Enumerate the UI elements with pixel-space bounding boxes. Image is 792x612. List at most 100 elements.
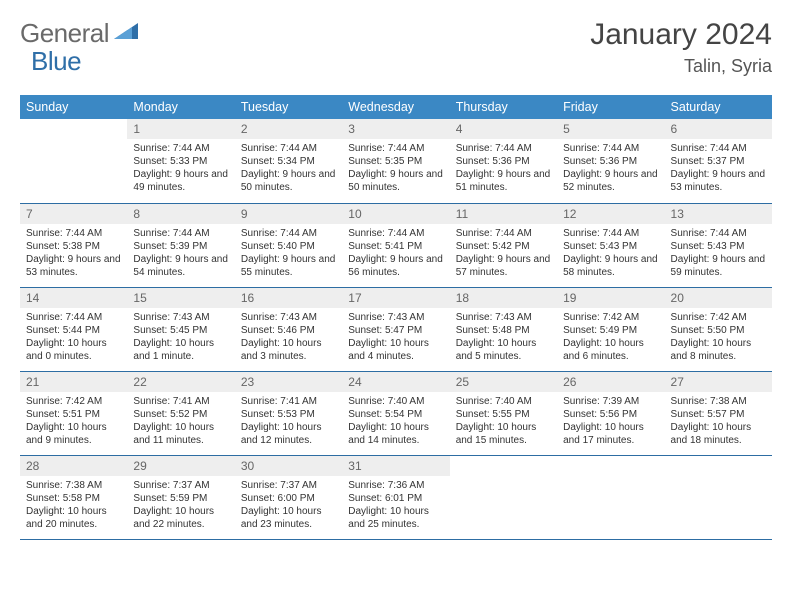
day-of-week-header: Saturday xyxy=(665,95,772,119)
day-of-week-header: Wednesday xyxy=(342,95,449,119)
calendar-week-row: 21Sunrise: 7:42 AMSunset: 5:51 PMDayligh… xyxy=(20,371,772,455)
day-of-week-header: Tuesday xyxy=(235,95,342,119)
day-number: 16 xyxy=(235,288,342,308)
logo-text-general: General xyxy=(20,18,109,49)
calendar-day-cell xyxy=(557,455,664,539)
day-content: Sunrise: 7:41 AMSunset: 5:53 PMDaylight:… xyxy=(235,392,342,451)
calendar-day-cell: 24Sunrise: 7:40 AMSunset: 5:54 PMDayligh… xyxy=(342,371,449,455)
day-number: 9 xyxy=(235,204,342,224)
day-number: 7 xyxy=(20,204,127,224)
day-content: Sunrise: 7:40 AMSunset: 5:55 PMDaylight:… xyxy=(450,392,557,451)
calendar-day-cell: 12Sunrise: 7:44 AMSunset: 5:43 PMDayligh… xyxy=(557,203,664,287)
logo: General xyxy=(20,18,141,49)
day-content: Sunrise: 7:42 AMSunset: 5:49 PMDaylight:… xyxy=(557,308,664,367)
calendar-day-cell: 19Sunrise: 7:42 AMSunset: 5:49 PMDayligh… xyxy=(557,287,664,371)
calendar-day-cell xyxy=(450,455,557,539)
calendar-day-cell: 13Sunrise: 7:44 AMSunset: 5:43 PMDayligh… xyxy=(665,203,772,287)
day-number: 15 xyxy=(127,288,234,308)
day-content: Sunrise: 7:40 AMSunset: 5:54 PMDaylight:… xyxy=(342,392,449,451)
calendar-day-cell xyxy=(665,455,772,539)
day-number: 26 xyxy=(557,372,664,392)
day-content: Sunrise: 7:41 AMSunset: 5:52 PMDaylight:… xyxy=(127,392,234,451)
day-number: 14 xyxy=(20,288,127,308)
day-content: Sunrise: 7:37 AMSunset: 6:00 PMDaylight:… xyxy=(235,476,342,535)
calendar-day-cell: 5Sunrise: 7:44 AMSunset: 5:36 PMDaylight… xyxy=(557,119,664,203)
day-content: Sunrise: 7:44 AMSunset: 5:41 PMDaylight:… xyxy=(342,224,449,283)
calendar-day-cell: 25Sunrise: 7:40 AMSunset: 5:55 PMDayligh… xyxy=(450,371,557,455)
calendar-day-cell: 11Sunrise: 7:44 AMSunset: 5:42 PMDayligh… xyxy=(450,203,557,287)
day-content: Sunrise: 7:44 AMSunset: 5:44 PMDaylight:… xyxy=(20,308,127,367)
day-content: Sunrise: 7:38 AMSunset: 5:57 PMDaylight:… xyxy=(665,392,772,451)
day-number: 4 xyxy=(450,119,557,139)
day-content: Sunrise: 7:43 AMSunset: 5:45 PMDaylight:… xyxy=(127,308,234,367)
day-content: Sunrise: 7:44 AMSunset: 5:38 PMDaylight:… xyxy=(20,224,127,283)
day-content: Sunrise: 7:43 AMSunset: 5:47 PMDaylight:… xyxy=(342,308,449,367)
calendar-day-cell: 2Sunrise: 7:44 AMSunset: 5:34 PMDaylight… xyxy=(235,119,342,203)
day-number: 29 xyxy=(127,456,234,476)
day-number: 25 xyxy=(450,372,557,392)
calendar-day-cell: 7Sunrise: 7:44 AMSunset: 5:38 PMDaylight… xyxy=(20,203,127,287)
day-number: 3 xyxy=(342,119,449,139)
day-content: Sunrise: 7:44 AMSunset: 5:36 PMDaylight:… xyxy=(557,139,664,198)
calendar-day-cell: 18Sunrise: 7:43 AMSunset: 5:48 PMDayligh… xyxy=(450,287,557,371)
calendar-day-cell: 27Sunrise: 7:38 AMSunset: 5:57 PMDayligh… xyxy=(665,371,772,455)
month-title: January 2024 xyxy=(590,18,772,52)
calendar-week-row: 28Sunrise: 7:38 AMSunset: 5:58 PMDayligh… xyxy=(20,455,772,539)
calendar-day-cell: 26Sunrise: 7:39 AMSunset: 5:56 PMDayligh… xyxy=(557,371,664,455)
day-of-week-header: Thursday xyxy=(450,95,557,119)
day-content: Sunrise: 7:44 AMSunset: 5:35 PMDaylight:… xyxy=(342,139,449,198)
header: General January 2024 Talin, Syria xyxy=(20,18,772,77)
day-content: Sunrise: 7:39 AMSunset: 5:56 PMDaylight:… xyxy=(557,392,664,451)
calendar-day-cell: 23Sunrise: 7:41 AMSunset: 5:53 PMDayligh… xyxy=(235,371,342,455)
title-block: January 2024 Talin, Syria xyxy=(590,18,772,77)
day-content: Sunrise: 7:42 AMSunset: 5:50 PMDaylight:… xyxy=(665,308,772,367)
day-number: 6 xyxy=(665,119,772,139)
calendar-day-cell: 14Sunrise: 7:44 AMSunset: 5:44 PMDayligh… xyxy=(20,287,127,371)
logo-triangle-icon xyxy=(114,21,140,46)
day-content: Sunrise: 7:44 AMSunset: 5:37 PMDaylight:… xyxy=(665,139,772,198)
day-of-week-header: Sunday xyxy=(20,95,127,119)
day-content: Sunrise: 7:44 AMSunset: 5:40 PMDaylight:… xyxy=(235,224,342,283)
calendar-day-cell: 8Sunrise: 7:44 AMSunset: 5:39 PMDaylight… xyxy=(127,203,234,287)
day-content: Sunrise: 7:43 AMSunset: 5:46 PMDaylight:… xyxy=(235,308,342,367)
day-content: Sunrise: 7:37 AMSunset: 5:59 PMDaylight:… xyxy=(127,476,234,535)
day-number: 28 xyxy=(20,456,127,476)
calendar-day-cell: 28Sunrise: 7:38 AMSunset: 5:58 PMDayligh… xyxy=(20,455,127,539)
day-number: 1 xyxy=(127,119,234,139)
day-number: 21 xyxy=(20,372,127,392)
day-content: Sunrise: 7:43 AMSunset: 5:48 PMDaylight:… xyxy=(450,308,557,367)
day-number: 10 xyxy=(342,204,449,224)
day-number: 30 xyxy=(235,456,342,476)
calendar-day-cell: 1Sunrise: 7:44 AMSunset: 5:33 PMDaylight… xyxy=(127,119,234,203)
day-content: Sunrise: 7:44 AMSunset: 5:43 PMDaylight:… xyxy=(665,224,772,283)
day-content: Sunrise: 7:36 AMSunset: 6:01 PMDaylight:… xyxy=(342,476,449,535)
calendar-day-cell: 6Sunrise: 7:44 AMSunset: 5:37 PMDaylight… xyxy=(665,119,772,203)
day-number: 5 xyxy=(557,119,664,139)
calendar-week-row: 14Sunrise: 7:44 AMSunset: 5:44 PMDayligh… xyxy=(20,287,772,371)
day-number: 13 xyxy=(665,204,772,224)
day-number: 31 xyxy=(342,456,449,476)
day-number: 19 xyxy=(557,288,664,308)
calendar-day-cell: 31Sunrise: 7:36 AMSunset: 6:01 PMDayligh… xyxy=(342,455,449,539)
calendar-day-cell: 16Sunrise: 7:43 AMSunset: 5:46 PMDayligh… xyxy=(235,287,342,371)
day-number: 18 xyxy=(450,288,557,308)
calendar-week-row: 7Sunrise: 7:44 AMSunset: 5:38 PMDaylight… xyxy=(20,203,772,287)
calendar-table: SundayMondayTuesdayWednesdayThursdayFrid… xyxy=(20,95,772,540)
calendar-day-cell: 22Sunrise: 7:41 AMSunset: 5:52 PMDayligh… xyxy=(127,371,234,455)
day-number: 8 xyxy=(127,204,234,224)
day-number: 17 xyxy=(342,288,449,308)
day-content: Sunrise: 7:44 AMSunset: 5:42 PMDaylight:… xyxy=(450,224,557,283)
day-content: Sunrise: 7:44 AMSunset: 5:34 PMDaylight:… xyxy=(235,139,342,198)
location-text: Talin, Syria xyxy=(590,56,772,77)
day-content: Sunrise: 7:44 AMSunset: 5:43 PMDaylight:… xyxy=(557,224,664,283)
day-number: 12 xyxy=(557,204,664,224)
calendar-day-cell: 20Sunrise: 7:42 AMSunset: 5:50 PMDayligh… xyxy=(665,287,772,371)
calendar-day-cell: 29Sunrise: 7:37 AMSunset: 5:59 PMDayligh… xyxy=(127,455,234,539)
day-number: 2 xyxy=(235,119,342,139)
day-of-week-row: SundayMondayTuesdayWednesdayThursdayFrid… xyxy=(20,95,772,119)
logo-text-blue: Blue xyxy=(31,46,81,77)
day-number: 24 xyxy=(342,372,449,392)
day-content: Sunrise: 7:44 AMSunset: 5:33 PMDaylight:… xyxy=(127,139,234,198)
calendar-day-cell: 3Sunrise: 7:44 AMSunset: 5:35 PMDaylight… xyxy=(342,119,449,203)
day-content: Sunrise: 7:38 AMSunset: 5:58 PMDaylight:… xyxy=(20,476,127,535)
